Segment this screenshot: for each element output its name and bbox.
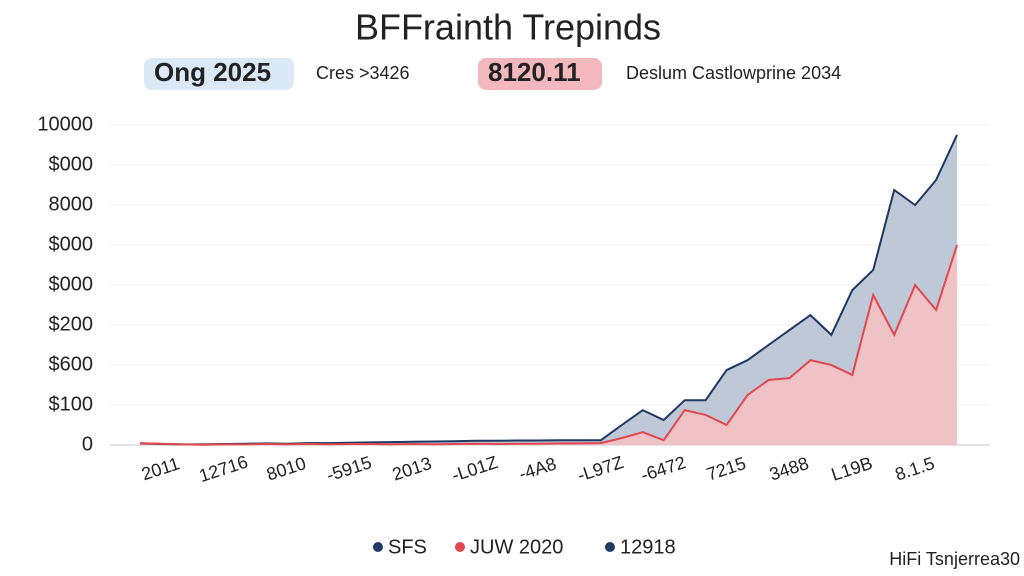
y-tick-label: 8000 xyxy=(49,193,94,215)
legend-marker xyxy=(455,542,465,552)
y-tick-label: $100 xyxy=(49,393,94,415)
area-fill xyxy=(140,245,957,445)
y-tick-label: $000 xyxy=(49,153,94,175)
badge-text: Cres >3426 xyxy=(316,63,410,83)
legend-label: JUW 2020 xyxy=(470,536,563,558)
badge-bg xyxy=(144,58,294,90)
watermark: HiFi Tsnjerrea30 xyxy=(889,549,1020,569)
legend-marker xyxy=(373,542,383,552)
legend-marker xyxy=(605,542,615,552)
y-tick-label: $600 xyxy=(49,353,94,375)
y-tick-label: 0 xyxy=(82,433,93,455)
legend-label: 12918 xyxy=(620,536,676,558)
badge-text: Deslum Castlowprine 2034 xyxy=(626,63,841,83)
area-fill xyxy=(140,134,957,445)
y-tick-label: 10000 xyxy=(37,113,93,135)
badge-text: Ong 2025 xyxy=(154,57,271,87)
chart-title: BFFrainth Trepinds xyxy=(355,7,661,48)
badge-bg xyxy=(478,58,602,90)
y-tick-label: $000 xyxy=(49,273,94,295)
series-line xyxy=(139,244,958,446)
y-tick-label: $000 xyxy=(49,233,94,255)
y-tick-label: $200 xyxy=(49,313,94,335)
legend-label: SFS xyxy=(388,536,427,558)
badge-text: 8120.11 xyxy=(488,57,581,87)
